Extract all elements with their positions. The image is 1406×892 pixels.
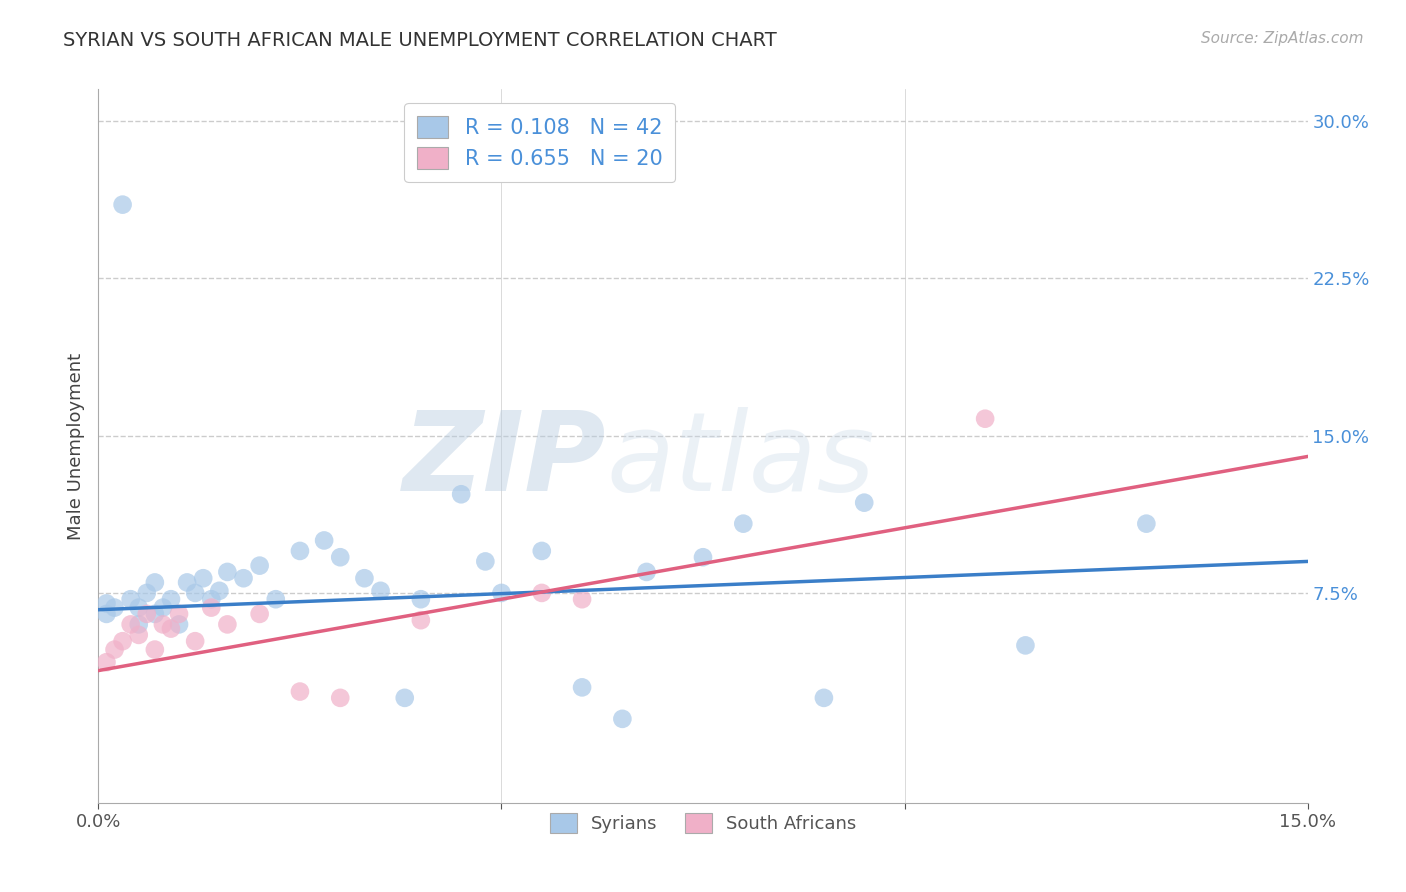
Point: [143, 575, 166, 590]
Point: [813, 690, 835, 705]
Text: ZIP: ZIP: [402, 407, 606, 514]
Point: [152, 600, 174, 615]
Point: [370, 583, 392, 598]
Point: [474, 554, 496, 568]
Point: [409, 613, 432, 627]
Point: [249, 558, 271, 573]
Point: [353, 571, 375, 585]
Point: [128, 617, 150, 632]
Point: [135, 586, 157, 600]
Point: [111, 634, 134, 648]
Point: [692, 550, 714, 565]
Point: [733, 516, 755, 531]
Point: [314, 533, 336, 548]
Point: [96, 596, 118, 610]
Point: [111, 197, 134, 211]
Point: [152, 617, 174, 632]
Point: [217, 617, 239, 632]
Point: [167, 607, 190, 621]
Point: [232, 571, 254, 585]
Point: [409, 592, 432, 607]
Point: [96, 655, 118, 669]
Point: [208, 583, 231, 598]
Point: [288, 544, 311, 558]
Point: [530, 544, 553, 558]
Point: [103, 642, 125, 657]
Point: [1135, 516, 1157, 531]
Point: [450, 487, 472, 501]
Point: [974, 411, 997, 425]
Point: [184, 634, 207, 648]
Point: [160, 592, 183, 607]
Text: atlas: atlas: [606, 407, 875, 514]
Point: [491, 586, 513, 600]
Y-axis label: Male Unemployment: Male Unemployment: [66, 352, 84, 540]
Point: [120, 617, 142, 632]
Point: [217, 565, 239, 579]
Point: [160, 622, 183, 636]
Point: [184, 586, 207, 600]
Point: [167, 617, 190, 632]
Point: [120, 592, 142, 607]
Point: [103, 600, 125, 615]
Point: [200, 600, 222, 615]
Point: [530, 586, 553, 600]
Point: [193, 571, 215, 585]
Point: [143, 607, 166, 621]
Point: [394, 690, 416, 705]
Point: [135, 607, 157, 621]
Text: SYRIAN VS SOUTH AFRICAN MALE UNEMPLOYMENT CORRELATION CHART: SYRIAN VS SOUTH AFRICAN MALE UNEMPLOYMEN…: [63, 31, 778, 50]
Point: [264, 592, 287, 607]
Point: [853, 496, 876, 510]
Point: [249, 607, 271, 621]
Point: [571, 681, 593, 695]
Point: [612, 712, 634, 726]
Point: [288, 684, 311, 698]
Point: [96, 607, 118, 621]
Point: [1014, 639, 1036, 653]
Text: Source: ZipAtlas.com: Source: ZipAtlas.com: [1201, 31, 1364, 46]
Point: [200, 592, 222, 607]
Point: [176, 575, 198, 590]
Point: [571, 592, 593, 607]
Point: [329, 690, 352, 705]
Legend: Syrians, South Africans: Syrians, South Africans: [543, 805, 863, 840]
Point: [329, 550, 352, 565]
Point: [143, 642, 166, 657]
Point: [128, 600, 150, 615]
Point: [128, 628, 150, 642]
Point: [636, 565, 658, 579]
